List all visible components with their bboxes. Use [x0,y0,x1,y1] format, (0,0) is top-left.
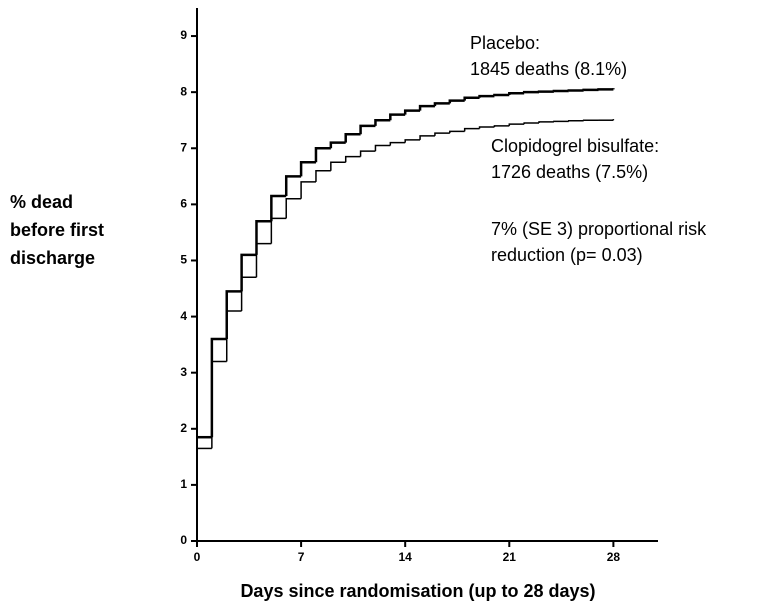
step-segment [374,118,391,126]
step-segment [508,92,525,95]
step-segment [359,124,376,135]
y-tick-label: 7 [180,140,187,154]
y-axis-label: % dead [10,192,73,212]
annotation: 7% (SE 3) proportional risk [491,219,707,239]
x-tick-label: 7 [298,550,305,564]
step-segment [553,120,569,123]
step-segment [389,141,406,146]
step-segment [329,141,346,149]
x-axis-label: Days since randomisation (up to 28 days) [240,581,595,601]
step-segment [493,93,510,97]
x-tick-label: 21 [503,550,517,564]
step-segment [523,122,540,125]
step-segment [270,217,287,244]
step-segment [478,94,495,98]
step-segment [522,90,540,94]
step-segment [463,96,480,101]
annotation: 1845 deaths (8.1%) [470,59,627,79]
step-segment [300,181,316,199]
step-segment [478,126,495,129]
step-segment [418,104,435,111]
step-segment [403,109,421,115]
y-axis-label: discharge [10,248,95,268]
step-segment [434,132,450,136]
step-segment [389,113,406,121]
step-segment [449,130,465,134]
step-segment [567,89,584,92]
step-segment [463,127,480,132]
step-segment [552,89,569,93]
step-segment [537,90,554,93]
step-segment [344,155,361,163]
annotation: 1726 deaths (7.5%) [491,162,648,182]
step-segment [314,147,331,163]
step-segment [538,121,554,124]
y-axis-label: before first [10,220,104,240]
step-segment [285,198,302,219]
annotation: Clopidogrel bisulfate: [491,136,659,156]
annotation: reduction (p= 0.03) [491,245,643,265]
y-tick-label: 3 [180,365,187,379]
step-segment [210,337,227,438]
y-tick-label: 8 [180,84,187,98]
y-tick-label: 2 [180,421,187,435]
step-segment [255,242,272,278]
step-segment [240,253,257,292]
y-tick-label: 4 [180,309,187,323]
step-segment [240,276,257,311]
step-segment [419,135,435,140]
step-segment [582,88,599,92]
step-segment [284,175,302,196]
step-segment [433,102,450,107]
step-segment [211,360,227,449]
step-segment [225,290,242,340]
step-segment [374,144,391,152]
step-segment [404,139,421,143]
y-tick-label: 0 [180,533,187,547]
step-segment [448,99,465,104]
x-tick-label: 0 [194,550,201,564]
step-segment [493,125,510,127]
x-tick-label: 28 [607,550,621,564]
step-segment [344,132,361,143]
annotation: Placebo: [470,33,540,53]
step-segment [568,120,584,122]
step-segment [359,150,376,157]
step-segment [270,194,287,222]
x-tick-label: 14 [399,550,413,564]
y-tick-label: 9 [180,28,187,42]
step-segment [597,88,614,91]
step-segment [315,169,331,182]
step-segment [330,161,346,171]
step-segment [255,219,272,255]
y-tick-label: 1 [180,477,187,491]
step-segment [508,123,525,126]
step-segment [582,119,599,121]
step-segment [225,310,242,362]
y-tick-label: 6 [180,197,187,211]
y-tick-label: 5 [180,253,187,267]
step-segment [299,161,316,177]
